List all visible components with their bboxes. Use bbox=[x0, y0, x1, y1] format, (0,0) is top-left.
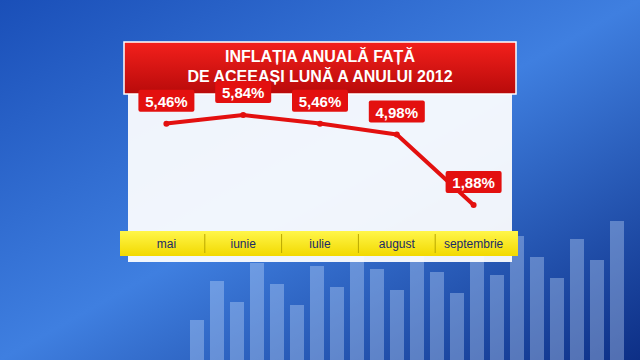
decor-bar bbox=[210, 281, 224, 360]
category-separator bbox=[281, 234, 282, 253]
data-label: 5,84% bbox=[222, 84, 265, 101]
decor-bar bbox=[610, 221, 624, 360]
chart-root: INFLAȚIA ANUALĂ FAȚĂDE ACEEAȘI LUNĂ A AN… bbox=[0, 0, 640, 360]
title-banner bbox=[124, 42, 516, 94]
decor-bar bbox=[390, 290, 404, 360]
decoration bbox=[190, 221, 624, 360]
data-label: 4,98% bbox=[376, 104, 419, 121]
decor-bar bbox=[490, 275, 504, 360]
category-strip bbox=[120, 231, 518, 256]
decor-bar bbox=[430, 272, 444, 360]
decor-bar bbox=[530, 257, 544, 360]
decor-bar bbox=[550, 278, 564, 360]
decor-bar bbox=[270, 284, 284, 360]
data-label-box bbox=[369, 101, 425, 123]
x-tick-label: iunie bbox=[231, 237, 257, 251]
category-separator bbox=[204, 234, 205, 253]
decor-bar bbox=[350, 248, 364, 360]
decor-bar bbox=[330, 287, 344, 360]
line-point bbox=[317, 121, 323, 127]
decor-bar bbox=[570, 239, 584, 360]
decor-bar bbox=[250, 263, 264, 360]
title-line: INFLAȚIA ANUALĂ FAȚĂ bbox=[225, 47, 415, 65]
data-label: 1,88% bbox=[452, 174, 495, 191]
decor-bar bbox=[230, 302, 244, 360]
x-tick-label: septembrie bbox=[444, 237, 504, 251]
decor-bar bbox=[470, 254, 484, 360]
decor-bar bbox=[370, 269, 384, 360]
title: INFLAȚIA ANUALĂ FAȚĂDE ACEEAȘI LUNĂ A AN… bbox=[187, 47, 452, 85]
x-tick-label: august bbox=[379, 237, 416, 251]
line-point bbox=[163, 121, 169, 127]
line-point bbox=[240, 112, 246, 118]
decor-bar bbox=[310, 266, 324, 360]
line-series bbox=[166, 115, 473, 205]
data-label-box bbox=[215, 81, 271, 103]
data-label: 5,46% bbox=[145, 93, 188, 110]
data-label-box bbox=[138, 90, 194, 112]
decor-bar bbox=[190, 320, 204, 360]
category-separator bbox=[435, 234, 436, 253]
plot-area bbox=[163, 112, 476, 208]
background bbox=[0, 0, 640, 360]
decor-bar bbox=[290, 305, 304, 360]
line-point bbox=[394, 132, 400, 138]
data-label-box bbox=[292, 90, 348, 112]
line-point bbox=[471, 202, 477, 208]
decor-bar bbox=[410, 251, 424, 360]
category-separator bbox=[358, 234, 359, 253]
decor-bar bbox=[590, 260, 604, 360]
data-label: 5,46% bbox=[299, 93, 342, 110]
data-label-box bbox=[446, 171, 502, 193]
x-tick-label: iulie bbox=[309, 237, 331, 251]
x-tick-label: mai bbox=[157, 237, 176, 251]
decor-bar bbox=[450, 293, 464, 360]
chart: INFLAȚIA ANUALĂ FAȚĂDE ACEEAȘI LUNĂ A AN… bbox=[0, 0, 640, 360]
